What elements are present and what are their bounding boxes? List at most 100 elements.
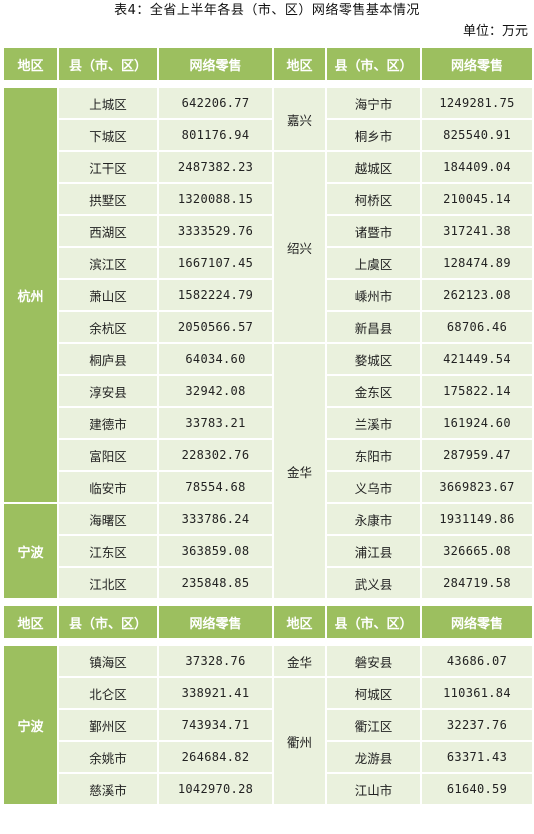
retail-value-cell: 333786.24 (157, 502, 274, 536)
retail-value-cell: 128474.89 (420, 246, 534, 280)
county-name-cell: 诸暨市 (325, 214, 422, 248)
county-name-cell: 浦江县 (325, 534, 422, 568)
table-row: 拱墅区 1320088.15 柯桥区 210045.14 (3, 182, 534, 216)
county-name-cell: 滨江区 (57, 246, 159, 280)
county-name-cell: 兰溪市 (325, 406, 422, 440)
column-header-5: 网络零售 (420, 604, 534, 640)
retail-value-cell: 43686.07 (420, 644, 534, 678)
region-cell: 金华 (272, 644, 327, 678)
table-row: 杭州 上城区 642206.77 嘉兴 海宁市 1249281.75 (2, 86, 534, 504)
table-row: 西湖区 3333529.76 诸暨市 317241.38 (3, 214, 534, 248)
retail-value-cell: 284719.58 (420, 566, 534, 600)
separator-row (3, 81, 533, 87)
region-cell: 金华 (272, 342, 327, 600)
retail-value-cell: 1582224.79 (157, 278, 274, 312)
separator-row (3, 639, 533, 645)
separator (3, 599, 533, 605)
region-cell: 衢州 (272, 676, 327, 806)
county-name-cell: 义乌市 (325, 470, 422, 504)
retail-value-cell: 33783.21 (157, 406, 274, 440)
table-row: 下城区 801176.94 桐乡市 825540.91 (3, 118, 534, 152)
table-title: 表4：全省上半年各县（市、区）网络零售基本情况 (114, 3, 420, 18)
retail-value-cell: 2050566.57 (157, 310, 274, 344)
column-header-1: 县（市、区） (57, 604, 159, 640)
column-header-0: 地区 (2, 46, 59, 82)
retail-value-cell: 317241.38 (420, 214, 534, 248)
separator (3, 639, 533, 645)
region-cell: 宁波 (2, 644, 59, 806)
county-name-cell: 东阳市 (325, 438, 422, 472)
retail-value-cell: 64034.60 (157, 342, 274, 376)
retail-value-cell: 743934.71 (157, 708, 274, 742)
county-name-cell: 柯桥区 (325, 182, 422, 216)
county-name-cell: 龙游县 (325, 740, 422, 774)
retail-value-cell: 228302.76 (157, 438, 274, 472)
column-header-3: 地区 (272, 46, 327, 82)
county-name-cell: 婺城区 (325, 342, 422, 376)
county-name-cell: 金东区 (325, 374, 422, 408)
retail-value-cell: 825540.91 (420, 118, 534, 152)
county-name-cell: 淳安县 (57, 374, 159, 408)
county-name-cell: 上城区 (57, 86, 159, 120)
county-name-cell: 下城区 (57, 118, 159, 152)
table-row: 萧山区 1582224.79 嵊州市 262123.08 (3, 278, 534, 312)
table-row: 慈溪市 1042970.28 江山市 61640.59 (3, 772, 534, 806)
county-name-cell: 海宁市 (325, 86, 422, 120)
retail-table: 地区 县（市、区） 网络零售 地区 县（市、区） 网络零售 杭州 上城区 642206.77 嘉兴… (2, 46, 534, 806)
region-cell: 绍兴 (272, 150, 327, 344)
column-header-1: 县（市、区） (57, 46, 159, 82)
retail-value-cell: 642206.77 (157, 86, 274, 120)
county-name-cell: 新昌县 (325, 310, 422, 344)
table-row: 江干区 2487382.23 绍兴 越城区 184409.04 (3, 150, 534, 344)
retail-value-cell: 1931149.86 (420, 502, 534, 536)
table-row: 宁波 海曙区 333786.24 永康市 1931149.86 (2, 502, 534, 600)
county-name-cell: 江北区 (57, 566, 159, 600)
retail-value-cell: 32237.76 (420, 708, 534, 742)
table-row: 建德市 33783.21 兰溪市 161924.60 (3, 406, 534, 440)
region-cell: 宁波 (2, 502, 59, 600)
county-name-cell: 桐庐县 (57, 342, 159, 376)
retail-value-cell: 32942.08 (157, 374, 274, 408)
county-name-cell: 富阳区 (57, 438, 159, 472)
county-name-cell: 慈溪市 (57, 772, 159, 806)
table-row: 宁波 镇海区 37328.76 金华 磐安县 43686.07 (2, 644, 534, 806)
header-row: 地区 县（市、区） 网络零售 地区 县（市、区） 网络零售 (2, 46, 534, 82)
county-name-cell: 鄞州区 (57, 708, 159, 742)
county-name-cell: 上虞区 (325, 246, 422, 280)
retail-value-cell: 1320088.15 (157, 182, 274, 216)
column-header-5: 网络零售 (420, 46, 534, 82)
unit-label: 单位：万元 (462, 24, 528, 39)
county-name-cell: 江干区 (57, 150, 159, 184)
county-name-cell: 桐乡市 (325, 118, 422, 152)
retail-value-cell: 3333529.76 (157, 214, 274, 248)
retail-value-cell: 161924.60 (420, 406, 534, 440)
retail-value-cell: 338921.41 (157, 676, 274, 710)
county-name-cell: 西湖区 (57, 214, 159, 248)
county-name-cell: 拱墅区 (57, 182, 159, 216)
region-cell: 嘉兴 (272, 86, 327, 152)
county-name-cell: 临安市 (57, 470, 159, 504)
county-name-cell: 永康市 (325, 502, 422, 536)
table-row: 富阳区 228302.76 东阳市 287959.47 (3, 438, 534, 472)
retail-value-cell: 235848.85 (157, 566, 274, 600)
table-row: 北仑区 338921.41 衢州 柯城区 110361.84 (3, 676, 534, 806)
retail-value-cell: 3669823.67 (420, 470, 534, 504)
retail-value-cell: 110361.84 (420, 676, 534, 710)
county-name-cell: 柯城区 (325, 676, 422, 710)
county-name-cell: 磐安县 (325, 644, 422, 678)
county-name-cell: 嵊州市 (325, 278, 422, 312)
retail-value-cell: 287959.47 (420, 438, 534, 472)
retail-value-cell: 262123.08 (420, 278, 534, 312)
retail-value-cell: 1249281.75 (420, 86, 534, 120)
retail-value-cell: 184409.04 (420, 150, 534, 184)
county-name-cell: 江山市 (325, 772, 422, 806)
retail-value-cell: 2487382.23 (157, 150, 274, 184)
county-name-cell: 余杭区 (57, 310, 159, 344)
column-header-2: 网络零售 (157, 46, 274, 82)
column-header-3: 地区 (272, 604, 327, 640)
county-name-cell: 建德市 (57, 406, 159, 440)
region-cell: 杭州 (2, 86, 59, 504)
retail-value-cell: 363859.08 (157, 534, 274, 568)
retail-value-cell: 63371.43 (420, 740, 534, 774)
separator-row (3, 599, 533, 605)
